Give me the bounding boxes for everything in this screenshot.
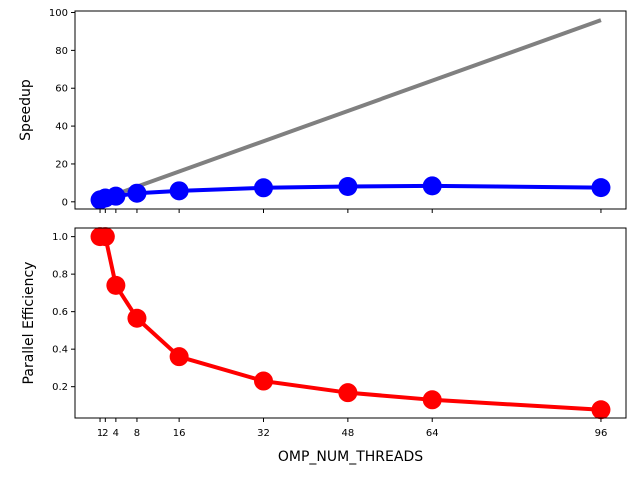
data-point — [106, 186, 126, 206]
x-tick-label: 32 — [257, 428, 270, 439]
y-axis-label: Speedup — [18, 79, 34, 141]
speedup-panel: 0 20 40 60 80 100 Speedup — [18, 8, 627, 213]
data-point — [254, 371, 273, 391]
y-tick-label: 60 — [55, 84, 68, 95]
x-tick-label: 1 — [97, 428, 103, 439]
x-tick-label: 2 — [102, 428, 108, 439]
data-point — [127, 183, 147, 203]
axes-frame — [74, 227, 627, 419]
data-point — [422, 176, 442, 196]
data-point — [106, 275, 126, 295]
y-tick-label: 1.0 — [52, 232, 68, 243]
axes-frame — [74, 10, 627, 210]
y-tick-label: 20 — [55, 159, 68, 170]
y-tick-label: 0.4 — [52, 345, 68, 356]
data-point — [338, 176, 358, 196]
data-point — [422, 390, 442, 410]
x-tick-label: 96 — [595, 428, 608, 439]
data-point — [254, 178, 273, 198]
data-point — [169, 181, 189, 201]
y-tick-label: 0 — [62, 197, 68, 208]
y-tick-label: 100 — [49, 8, 68, 19]
y-tick-label: 40 — [55, 122, 68, 133]
data-point — [591, 178, 611, 198]
data-point — [169, 347, 189, 367]
x-tick-label: 4 — [113, 428, 119, 439]
x-axis-label: OMP_NUM_THREADS — [278, 449, 423, 465]
x-tick-label: 64 — [426, 428, 439, 439]
x-tick-label: 16 — [173, 428, 186, 439]
y-tick-label: 80 — [55, 46, 68, 57]
data-point — [127, 308, 147, 328]
data-point — [591, 400, 611, 420]
y-tick-label: 0.6 — [52, 307, 68, 318]
data-point — [338, 383, 358, 403]
data-point — [95, 227, 115, 247]
y-tick-label: 0.8 — [52, 270, 68, 281]
x-tick-label: 8 — [134, 428, 140, 439]
y-tick-label: 0.2 — [52, 382, 68, 393]
x-tick-label: 48 — [341, 428, 354, 439]
series-line-0-0 — [99, 18, 602, 202]
y-axis-label: Parallel Efficiency — [21, 262, 37, 385]
